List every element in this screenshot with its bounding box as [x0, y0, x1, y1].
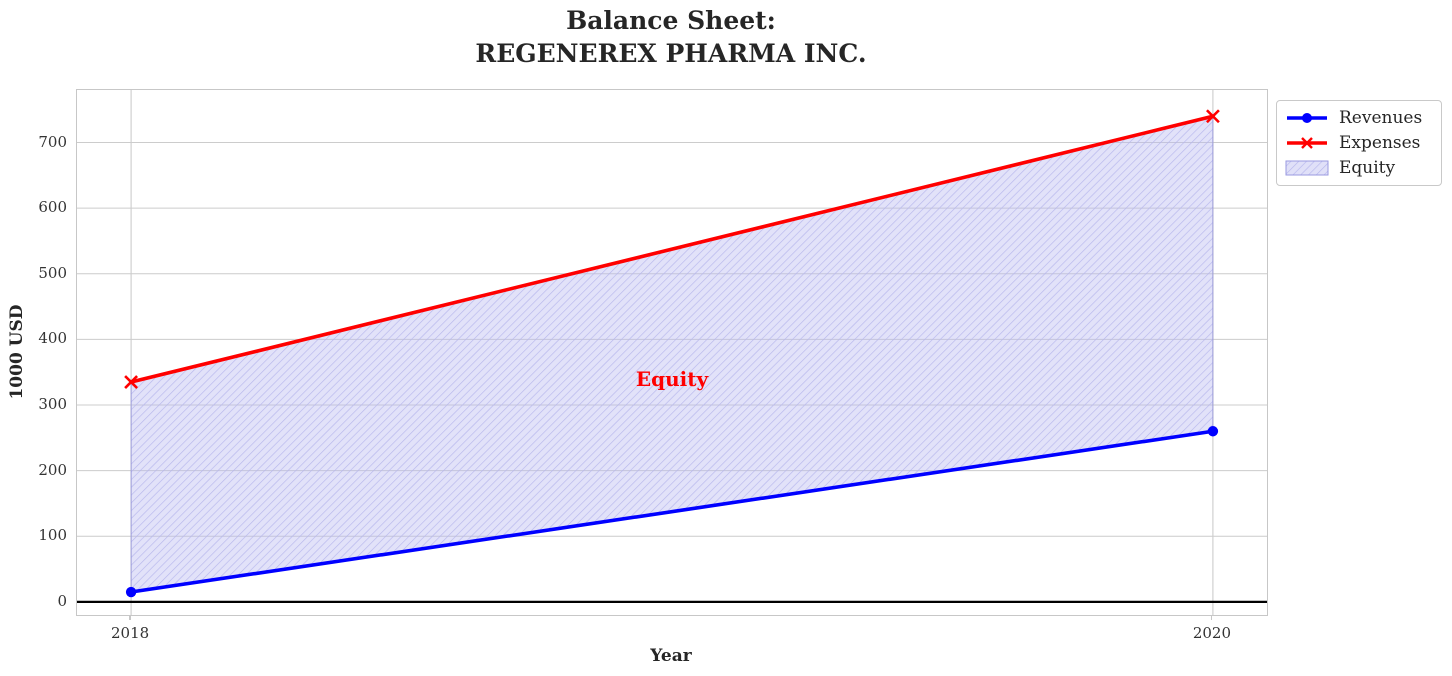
revenues-marker: [1207, 426, 1219, 437]
y-tick-label: 400: [38, 329, 67, 348]
plot-svg: Equity: [77, 90, 1267, 615]
chart-title-line1: Balance Sheet:: [566, 6, 776, 35]
equity-fill-hatch: [130, 115, 1214, 593]
x-axis-label: Year: [650, 646, 692, 666]
x-tick-mark: [1211, 615, 1213, 620]
legend-item-equity: Equity: [1285, 158, 1433, 178]
y-tick-label: 100: [38, 526, 67, 545]
equity-annotation: Equity: [636, 367, 710, 391]
chart-title-line2: REGENEREX PHARMA INC.: [475, 39, 867, 68]
plot-area: Equity: [76, 89, 1268, 616]
chart-title: Balance Sheet: REGENEREX PHARMA INC.: [76, 4, 1266, 70]
y-tick-label: 300: [38, 395, 67, 413]
x-tick-mark: [129, 615, 131, 620]
x-tick-label: 2020: [1192, 624, 1231, 642]
x-tick-label: 2018: [110, 624, 150, 642]
revenues-line-swatch-icon: [1285, 109, 1329, 127]
y-tick-label: 600: [38, 198, 67, 217]
revenues-marker: [125, 586, 137, 598]
expenses-marker: [1205, 109, 1220, 124]
legend-label-revenues: Revenues: [1339, 108, 1423, 129]
legend-item-expenses: Expenses: [1285, 133, 1433, 153]
legend-item-revenues: Revenues: [1285, 108, 1433, 128]
y-tick-label: 200: [38, 460, 67, 479]
y-tick-label: 700: [38, 132, 67, 151]
legend-label-expenses: Expenses: [1339, 132, 1421, 153]
legend-label-equity: Equity: [1339, 157, 1396, 178]
y-tick-label: 500: [38, 263, 67, 282]
legend: Revenues Expenses Equity: [1276, 100, 1442, 186]
equity-hatch-swatch-icon: [1285, 159, 1329, 177]
expenses-line: [129, 114, 1215, 384]
revenues-line: [129, 429, 1215, 594]
y-axis-label: 1000 USD: [7, 304, 27, 400]
expenses-marker: [124, 375, 139, 389]
y-tick-label: 0: [57, 591, 67, 610]
expenses-line-swatch-icon: [1285, 134, 1329, 152]
